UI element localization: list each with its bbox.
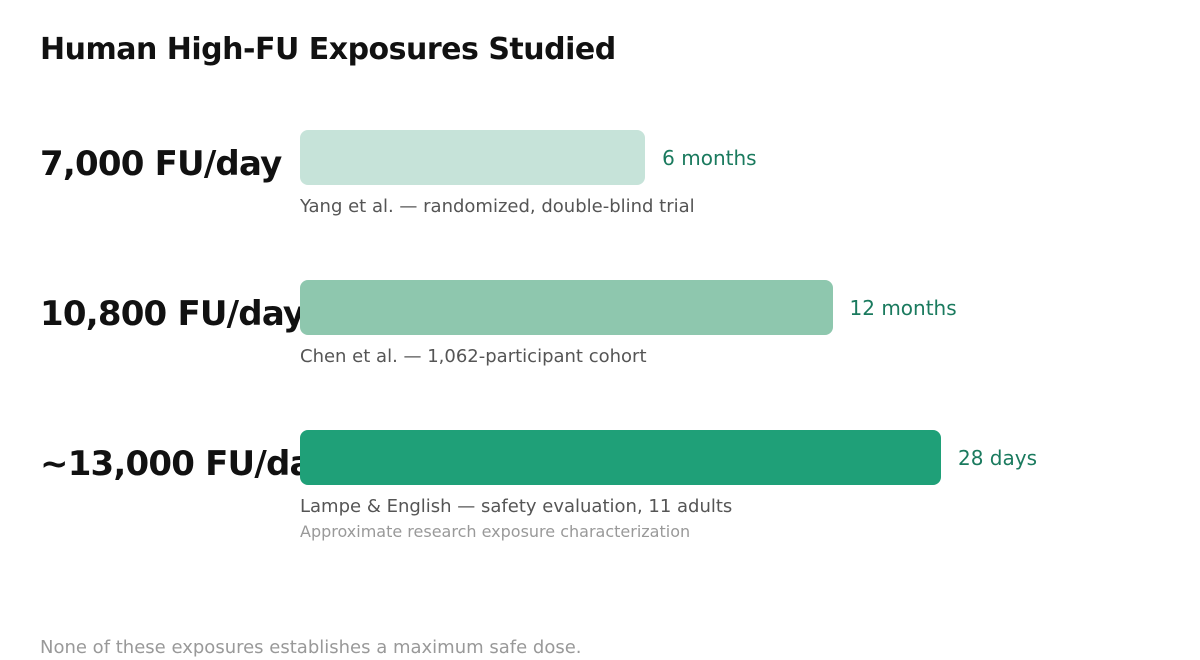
duration-label: 28 days	[958, 446, 1038, 470]
study-note: Approximate research exposure characteri…	[300, 522, 691, 541]
duration-label: 12 months	[849, 296, 957, 320]
study-label: Yang et al. — randomized, double-blind t…	[300, 196, 695, 217]
dose-bar	[300, 280, 833, 335]
dose-label: ~13,000 FU/day	[40, 444, 333, 484]
dose-bar	[300, 130, 646, 185]
chart-title: Human High-FU Exposures Studied	[40, 32, 616, 67]
chart-row-10800: 10,800 FU/day 12 months Chen et al. — 1,…	[0, 280, 1200, 410]
footnote: None of these exposures establishes a ma…	[40, 637, 582, 658]
dose-label: 10,800 FU/day	[40, 294, 305, 334]
dose-label: 7,000 FU/day	[40, 144, 282, 184]
study-label: Lampe & English — safety evaluation, 11 …	[300, 496, 733, 517]
duration-label: 6 months	[662, 146, 757, 170]
study-label: Chen et al. — 1,062-participant cohort	[300, 346, 647, 367]
chart-row-7000: 7,000 FU/day 6 months Yang et al. — rand…	[0, 130, 1200, 260]
dose-bar	[300, 430, 941, 485]
chart-row-13000: ~13,000 FU/day 28 days Lampe & English —…	[0, 430, 1200, 560]
